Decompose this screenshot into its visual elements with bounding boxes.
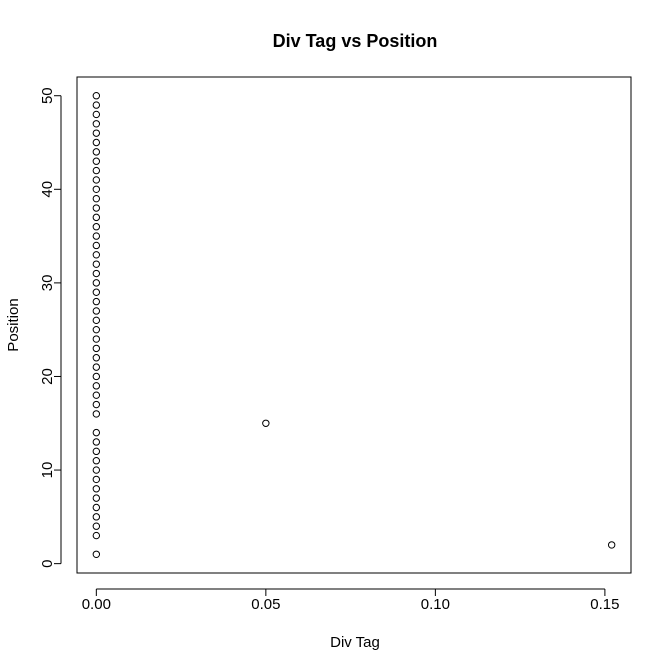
data-point xyxy=(92,279,101,287)
x-axis: 0.00 0.05 0.10 0.15 xyxy=(82,588,619,613)
data-point xyxy=(92,241,101,250)
y-tick-label: 20 xyxy=(39,368,56,385)
data-point xyxy=(92,213,101,222)
y-tick-label: 50 xyxy=(39,87,56,104)
data-point xyxy=(92,269,101,278)
data-point xyxy=(92,297,101,306)
data-point xyxy=(92,503,101,512)
plot-frame xyxy=(76,76,632,574)
data-point xyxy=(92,316,101,325)
data-point xyxy=(92,344,101,353)
data-point xyxy=(92,92,101,100)
data-point xyxy=(92,110,101,119)
data-point xyxy=(92,513,101,521)
data-point xyxy=(92,438,101,446)
data-point xyxy=(92,157,101,165)
chart-title: Div Tag vs Position xyxy=(273,31,438,51)
data-point xyxy=(92,456,101,465)
x-tick-label: 0.15 xyxy=(590,596,619,613)
data-point xyxy=(92,485,101,493)
data-point xyxy=(92,354,101,362)
data-point xyxy=(92,531,101,540)
data-point xyxy=(92,166,101,175)
data-point xyxy=(92,232,101,240)
x-axis-label: Div Tag xyxy=(330,634,380,651)
data-point xyxy=(92,550,101,558)
data-point xyxy=(92,522,101,530)
data-point xyxy=(92,148,101,156)
data-point xyxy=(92,194,101,203)
data-point xyxy=(92,176,101,184)
y-axis: 0 10 20 30 40 50 xyxy=(39,87,62,568)
x-tick-label: 0.10 xyxy=(421,596,450,613)
data-point xyxy=(92,307,101,315)
data-point xyxy=(92,391,101,399)
data-point xyxy=(607,541,616,549)
y-tick-label: 40 xyxy=(39,181,56,198)
y-tick-label: 30 xyxy=(39,275,56,292)
y-axis-label: Position xyxy=(5,298,22,351)
data-point xyxy=(92,447,101,456)
data-point xyxy=(92,260,101,268)
data-point xyxy=(92,129,101,137)
data-point xyxy=(92,410,101,418)
data-point xyxy=(92,120,101,128)
data-point xyxy=(92,372,101,381)
data-point xyxy=(92,335,101,343)
points-layer xyxy=(92,92,616,558)
x-tick-label: 0.00 xyxy=(82,596,111,613)
data-point xyxy=(92,251,101,259)
data-point xyxy=(92,363,101,371)
data-point xyxy=(92,204,101,212)
y-tick-label: 0 xyxy=(39,559,56,567)
data-point xyxy=(92,400,101,409)
data-point xyxy=(92,288,101,296)
data-point xyxy=(92,428,101,437)
data-point xyxy=(92,138,101,147)
data-point xyxy=(92,494,101,502)
y-tick-label: 10 xyxy=(39,462,56,479)
data-point xyxy=(92,185,101,194)
x-tick-label: 0.05 xyxy=(251,596,280,613)
data-point xyxy=(92,101,101,109)
data-point xyxy=(92,223,101,231)
data-point xyxy=(92,325,101,334)
data-point xyxy=(92,475,101,484)
data-point xyxy=(92,382,101,390)
data-point xyxy=(262,419,270,427)
data-point xyxy=(92,466,101,474)
